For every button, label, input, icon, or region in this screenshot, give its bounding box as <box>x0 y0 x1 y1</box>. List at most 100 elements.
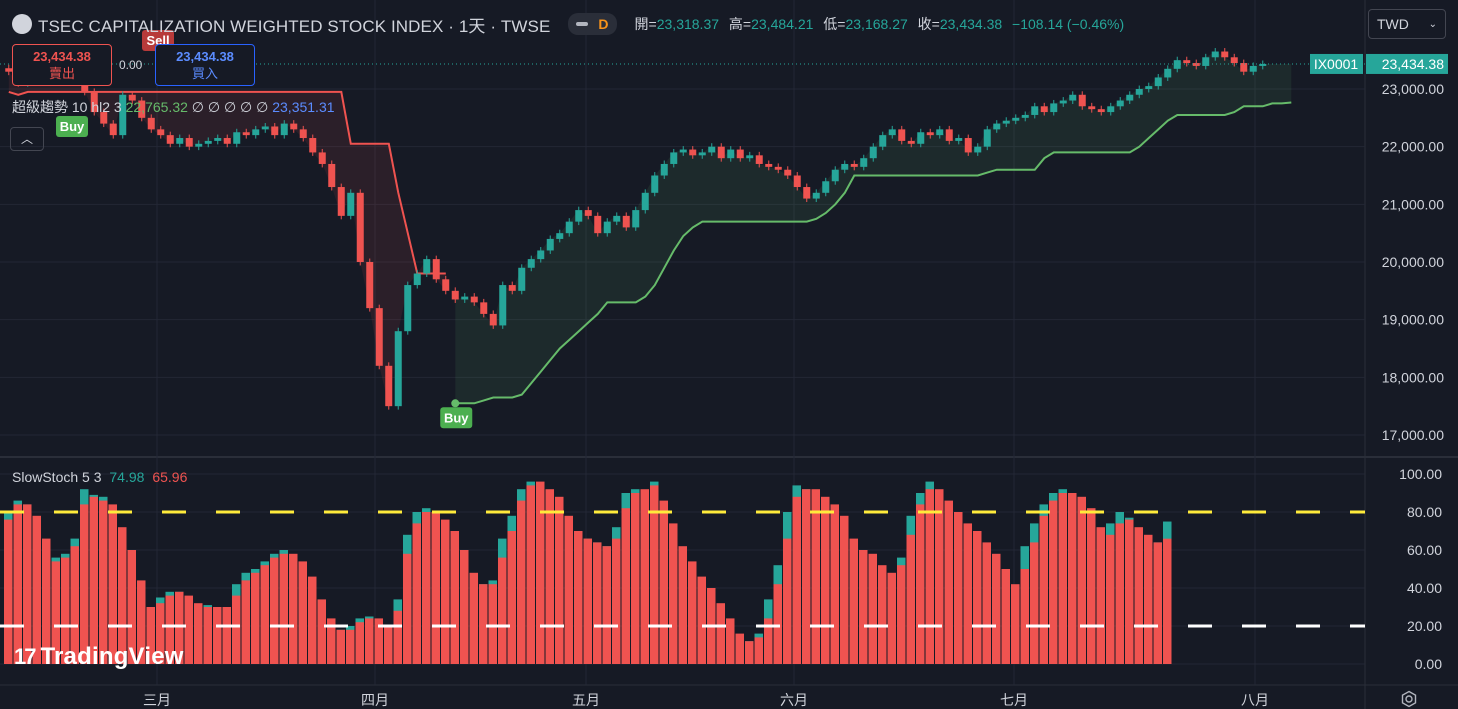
ohlc-open-label: 開= <box>634 16 657 32</box>
candle-body <box>641 192 649 211</box>
spread-value: 0.00 <box>119 58 143 72</box>
stoch-d-bar <box>659 500 668 664</box>
stoch-d-bar <box>308 576 317 664</box>
supertrend-down-fill <box>8 57 446 407</box>
candle-body <box>242 132 250 136</box>
stoch-d-bar <box>1049 500 1058 664</box>
candle-body <box>860 158 868 167</box>
price-tick-label: 18,000.00 <box>1382 369 1444 385</box>
stoch-d-bar <box>441 519 450 664</box>
candle-body <box>480 302 488 314</box>
stoch-d-bar <box>868 553 877 664</box>
candle-body <box>1249 65 1257 72</box>
stoch-d-bar <box>555 496 564 664</box>
stoch-d-bar <box>1030 542 1039 664</box>
stoch-d-bar <box>954 512 963 664</box>
symbol-logo-icon[interactable] <box>12 14 32 34</box>
candle-body <box>1126 94 1134 101</box>
stoch-legend[interactable]: SlowStoch 5 3 74.98 65.96 <box>12 469 187 485</box>
stoch-d-bar <box>146 607 155 664</box>
stoch-d-bar <box>897 565 906 664</box>
stoch-d-bar <box>517 500 526 664</box>
candle-body <box>5 68 13 72</box>
candle-body <box>280 123 288 136</box>
stoch-d-value: 65.96 <box>152 469 188 485</box>
stoch-bars <box>4 481 1172 664</box>
stoch-d-bar <box>118 527 127 664</box>
stoch-d-bar <box>23 504 32 664</box>
stoch-d-bar <box>1163 538 1172 664</box>
supertrend-up-fill <box>455 51 1292 404</box>
stoch-d-bar <box>992 553 1001 664</box>
supertrend-empty-values: ∅ ∅ ∅ ∅ ∅ <box>191 99 269 115</box>
stoch-d-bar <box>878 565 887 664</box>
candle-body <box>1183 60 1191 64</box>
stoch-d-bar <box>716 603 725 664</box>
candle-body <box>755 155 763 164</box>
stoch-d-bar <box>479 584 488 664</box>
stoch-d-bar <box>194 603 203 664</box>
stoch-d-bar <box>89 496 98 664</box>
buy-price: 23,434.38 <box>176 49 234 64</box>
last-price-tag-box <box>1366 53 1448 74</box>
stoch-d-bar <box>821 496 830 664</box>
candle-body <box>869 146 877 159</box>
candle-body <box>470 296 478 303</box>
month-label: 八月 <box>1241 693 1269 709</box>
symbol-tag-box <box>1310 53 1363 74</box>
stoch-d-bar <box>184 595 193 664</box>
stoch-d-bar <box>317 599 326 664</box>
candle-body <box>955 138 963 141</box>
stoch-d-bar <box>574 531 583 664</box>
candle-body <box>1230 57 1238 64</box>
stoch-d-bar <box>298 561 307 664</box>
candle-body <box>1031 106 1039 115</box>
candle-body <box>1173 60 1181 69</box>
stoch-d-bar <box>70 546 79 664</box>
supertrend-up-line <box>455 101 1292 405</box>
month-label: 四月 <box>361 693 389 709</box>
candle-body <box>527 259 535 268</box>
candle-body <box>584 210 592 216</box>
candle-body <box>176 138 184 144</box>
price-tick-label: 23,000.00 <box>1382 81 1444 97</box>
collapse-legend-button[interactable]: ︿ <box>10 127 44 151</box>
buy-signal-early-label: Buy <box>60 119 85 134</box>
stoch-d-bar <box>279 553 288 664</box>
stoch-d-bar <box>393 610 402 664</box>
stoch-d-bar <box>412 523 421 664</box>
stoch-d-bar <box>450 531 459 664</box>
stoch-d-bar <box>631 493 640 664</box>
candle-body <box>366 262 374 309</box>
candle-body <box>109 123 117 136</box>
stoch-d-bar <box>156 603 165 664</box>
supertrend-down-line <box>8 90 446 275</box>
candle-body <box>917 132 925 144</box>
candle-body <box>81 80 89 92</box>
sell-label: 賣出 <box>48 66 75 81</box>
gear-icon[interactable] <box>1400 690 1418 708</box>
currency-select[interactable]: TWD ⌄ <box>1368 9 1446 39</box>
candle-body <box>385 365 393 407</box>
candle-body <box>138 100 146 118</box>
buy-button[interactable]: 23,434.38 買入 <box>155 44 255 86</box>
stoch-d-bar <box>289 553 298 664</box>
candle-body <box>879 135 887 147</box>
stoch-d-bar <box>51 561 60 664</box>
stoch-d-bar <box>222 607 231 664</box>
candle-body <box>442 279 450 291</box>
supertrend-value: 22,765.32 <box>125 99 188 115</box>
supertrend-legend[interactable]: 超級趨勢 10 hl2 3 22,765.32 ∅ ∅ ∅ ∅ ∅ 23,351… <box>12 97 335 117</box>
candle-body <box>328 163 336 188</box>
buy-signal: Buy <box>440 407 473 429</box>
ohlc-low-label: 低= <box>823 16 846 32</box>
stoch-d-bar <box>327 618 336 664</box>
candle-body <box>394 331 402 407</box>
candle-body <box>812 192 820 199</box>
stoch-d-bar <box>859 550 868 664</box>
stoch-d-bar <box>488 584 497 664</box>
interval-badge[interactable]: D <box>568 13 617 35</box>
candle-body <box>974 146 982 153</box>
symbol-title[interactable]: TSEC CAPITALIZATION WEIGHTED STOCK INDEX… <box>38 16 551 36</box>
sell-button[interactable]: 23,434.38 賣出 <box>12 44 112 86</box>
